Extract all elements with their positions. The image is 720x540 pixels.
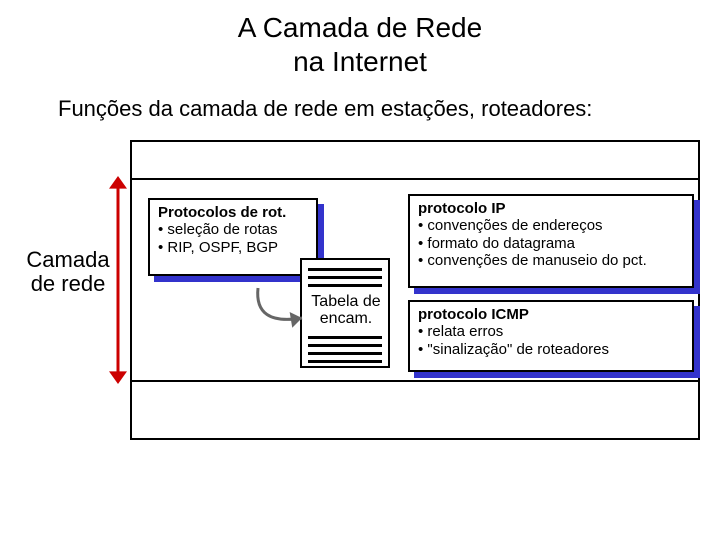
ip-box-bullet-1: • formato do datagrama: [418, 235, 684, 252]
icmp-box-bullet-0: • relata erros: [418, 323, 684, 340]
ip-box-bullet-2: • convenções de manuseio do pct.: [418, 252, 684, 269]
ip-box-bullet-0: • convenções de endereços: [418, 217, 684, 234]
table-row-line: [308, 344, 382, 347]
routing-protocols-box: Protocolos de rot. • seleção de rotas • …: [148, 198, 318, 276]
box-front: protocolo IP • convenções de endereços •…: [408, 194, 694, 288]
table-row-line: [308, 268, 382, 271]
slide-subtitle: Funções da camada de rede em estações, r…: [58, 96, 592, 122]
table-row-line: [308, 276, 382, 279]
table-row-line: [308, 284, 382, 287]
side-label-line1: Camada: [20, 248, 116, 272]
ip-protocol-box: protocolo IP • convenções de endereços •…: [408, 194, 694, 288]
side-label-line2: de rede: [20, 272, 116, 296]
box-front: protocolo ICMP • relata erros • "sinaliz…: [408, 300, 694, 372]
slide-title-line1: A Camada de Rede: [0, 12, 720, 44]
table-row-line: [308, 336, 382, 339]
table-row-line: [308, 352, 382, 355]
box-front: Protocolos de rot. • seleção de rotas • …: [148, 198, 318, 276]
layer-divider-2: [130, 380, 700, 382]
ip-box-title: protocolo IP: [418, 200, 684, 217]
side-label: Camada de rede: [20, 248, 116, 296]
icmp-box-bullet-1: • "sinalização" de roteadores: [418, 341, 684, 358]
slide-title-line2: na Internet: [0, 46, 720, 78]
table-row-line: [308, 360, 382, 363]
slide-canvas: A Camada de Rede na Internet Funções da …: [0, 0, 720, 540]
routing-to-table-arrow: [242, 276, 314, 338]
routing-box-title: Protocolos de rot.: [158, 204, 308, 221]
routing-box-bullet-0: • seleção de rotas: [158, 221, 308, 238]
layer-divider-1: [130, 178, 700, 180]
icmp-box-title: protocolo ICMP: [418, 306, 684, 323]
routing-box-bullet-1: • RIP, OSPF, BGP: [158, 239, 308, 256]
icmp-protocol-box: protocolo ICMP • relata erros • "sinaliz…: [408, 300, 694, 372]
layer-divider-3: [130, 438, 700, 440]
